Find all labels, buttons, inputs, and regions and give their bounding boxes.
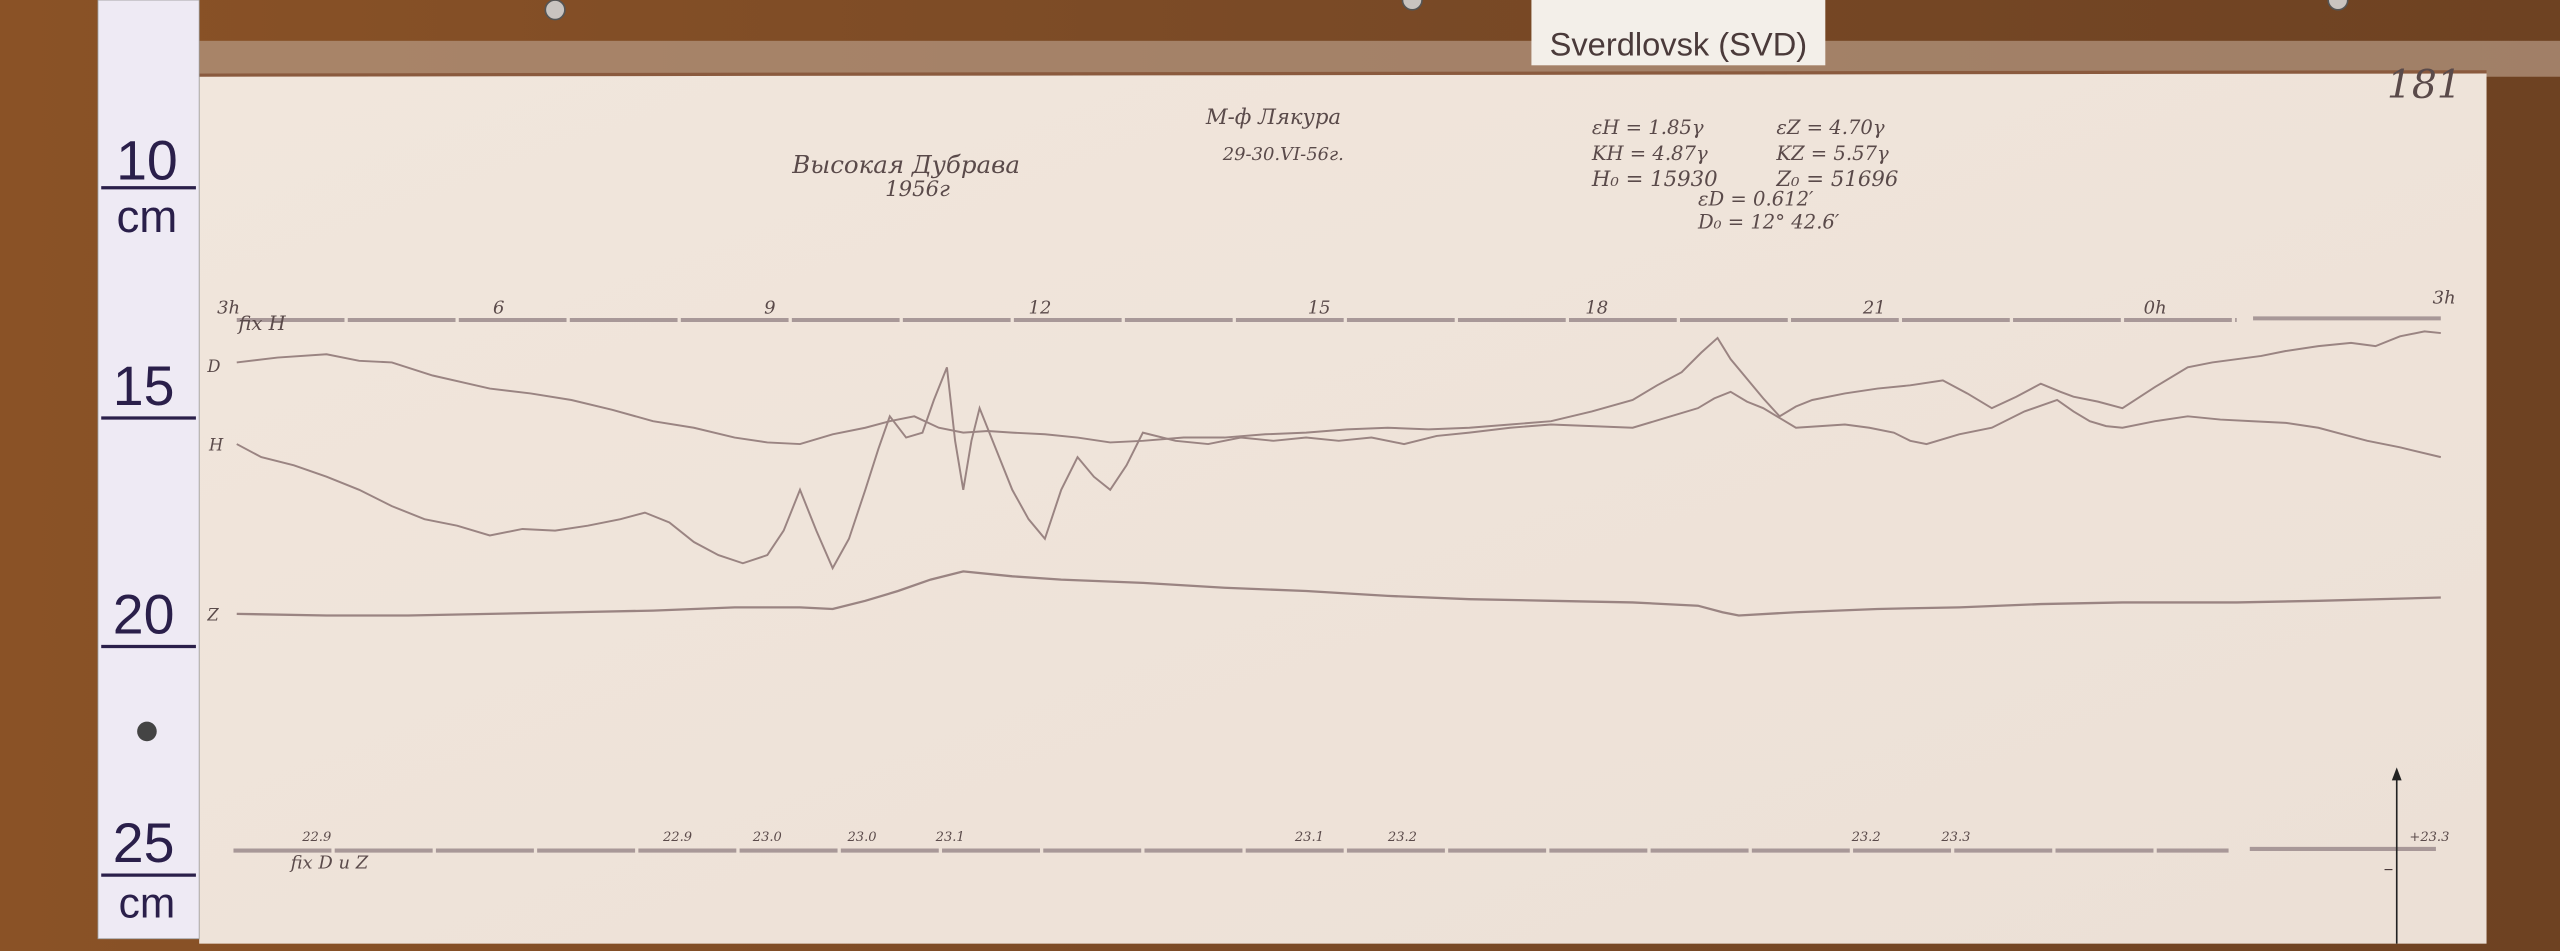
hour-label: 18 [1585, 297, 1608, 318]
station-label-card [1531, 0, 1826, 66]
hour-label: 6 [493, 297, 504, 318]
trace-label-d: D [206, 357, 220, 376]
screw-icon [2327, 0, 2349, 11]
arrow-up-icon [2391, 767, 2402, 781]
constant-KH: KH = 4.87γ [1591, 142, 1708, 165]
constant-H0: H₀ = 15930 [1591, 167, 1718, 192]
constant-KZ: KZ = 5.57γ [1775, 142, 1889, 165]
temperature-label: 23.2 [1851, 830, 1881, 845]
temperature-label: 23.1 [1294, 830, 1324, 845]
temperature-label: 23.0 [752, 830, 782, 845]
station-label: Sverdlovsk (SVD) [1550, 26, 1808, 63]
constant-eH: εH = 1.85γ [1592, 116, 1704, 139]
temperature-label: 23.1 [935, 830, 965, 845]
constant-eZ: εZ = 4.70γ [1776, 116, 1885, 139]
temperature-label: +23.3 [2409, 830, 2449, 845]
ruler-unit: cm [116, 191, 177, 242]
ruler-mark: 20 [113, 583, 175, 645]
temperature-labels: 22.9 22.9 23.0 23.0 23.1 23.1 23.2 23.2 … [301, 830, 2449, 845]
ruler-mark: 25 [113, 812, 175, 874]
record-date: 29-30.VI-56г. [1222, 144, 1344, 165]
constant-D0: D₀ = 12° 42.6′ [1697, 211, 1840, 234]
hour-label: 0h [2144, 297, 2167, 318]
hour-label: 3h [217, 297, 240, 318]
hour-label: 15 [1308, 297, 1331, 318]
year: 1956г [885, 177, 950, 202]
constant-Z0: Z₀ = 51696 [1775, 167, 1898, 192]
temperature-label: 22.9 [301, 830, 331, 845]
magnetogram-sheet [199, 73, 2487, 944]
trace-h [236, 366, 2442, 571]
minus-label: − [2384, 861, 2394, 879]
temperature-label: 22.9 [662, 830, 692, 845]
baseline-bottom-label: fix D u Z [289, 853, 369, 874]
sheet-number: 181 [2387, 63, 2462, 108]
ruler-unit: cm [119, 880, 176, 927]
temperature-label: 23.3 [1940, 830, 1970, 845]
ruler-hole [137, 721, 157, 742]
ruler-mark: 15 [113, 355, 175, 417]
constant-eD: εD = 0.612′ [1698, 188, 1814, 211]
screw-icon [1401, 0, 1423, 11]
hour-label: 12 [1029, 297, 1052, 318]
hour-labels: 3h 6 9 12 15 18 21 0h 3h [217, 288, 2455, 319]
ruler-mark: 10 [116, 130, 178, 192]
hour-label: 9 [764, 297, 775, 318]
observer: М-ф Лякура [1205, 105, 1341, 130]
trace-z [236, 570, 2441, 617]
trace-label-h: H [208, 436, 224, 455]
hour-label: 3h [2433, 288, 2456, 309]
temperature-label: 23.0 [847, 830, 877, 845]
baseline-top-label: fix H [236, 312, 286, 335]
temperature-label: 23.2 [1387, 830, 1417, 845]
ruler [97, 0, 200, 940]
trace-d [236, 330, 2441, 446]
trace-label-z: Z [206, 605, 219, 624]
hour-label: 21 [1862, 297, 1886, 318]
station-title: Высокая Дубрава [791, 150, 1020, 179]
screw-icon [544, 0, 566, 21]
